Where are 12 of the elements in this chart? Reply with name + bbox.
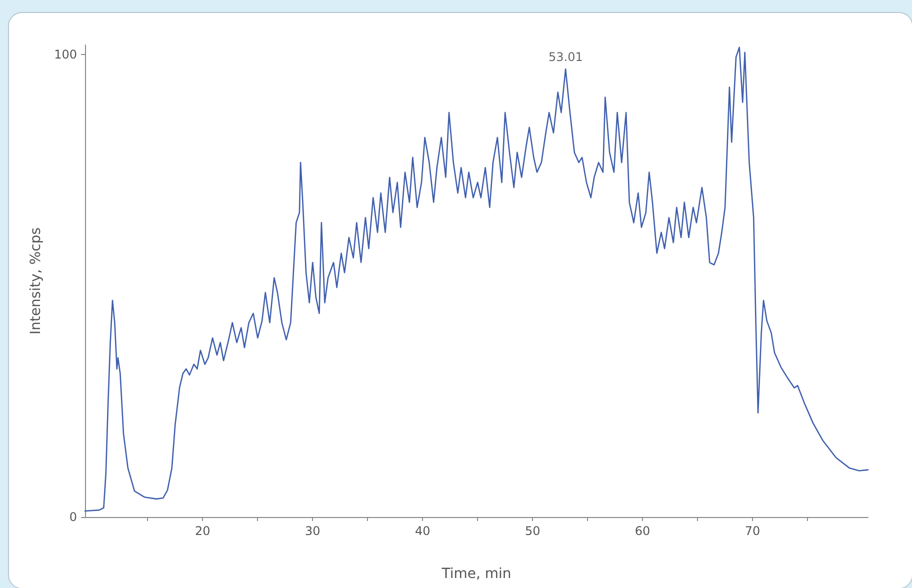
x-axis-title: Time, min — [440, 566, 512, 582]
y-tick-label: 100 — [54, 47, 77, 62]
x-tick-label: 70 — [744, 524, 760, 538]
x-tick-label: 40 — [414, 524, 430, 538]
x-tick-label: 20 — [195, 524, 210, 538]
y-axis-title: Intensity, %cps — [28, 227, 44, 335]
annotation: 53.01 — [548, 50, 583, 64]
x-tick-label: 60 — [634, 524, 650, 538]
line-series — [84, 46, 869, 512]
x-tick-label: 50 — [524, 524, 540, 538]
y-tick-label: 0 — [69, 510, 77, 524]
x-tick-label: 30 — [305, 524, 320, 538]
